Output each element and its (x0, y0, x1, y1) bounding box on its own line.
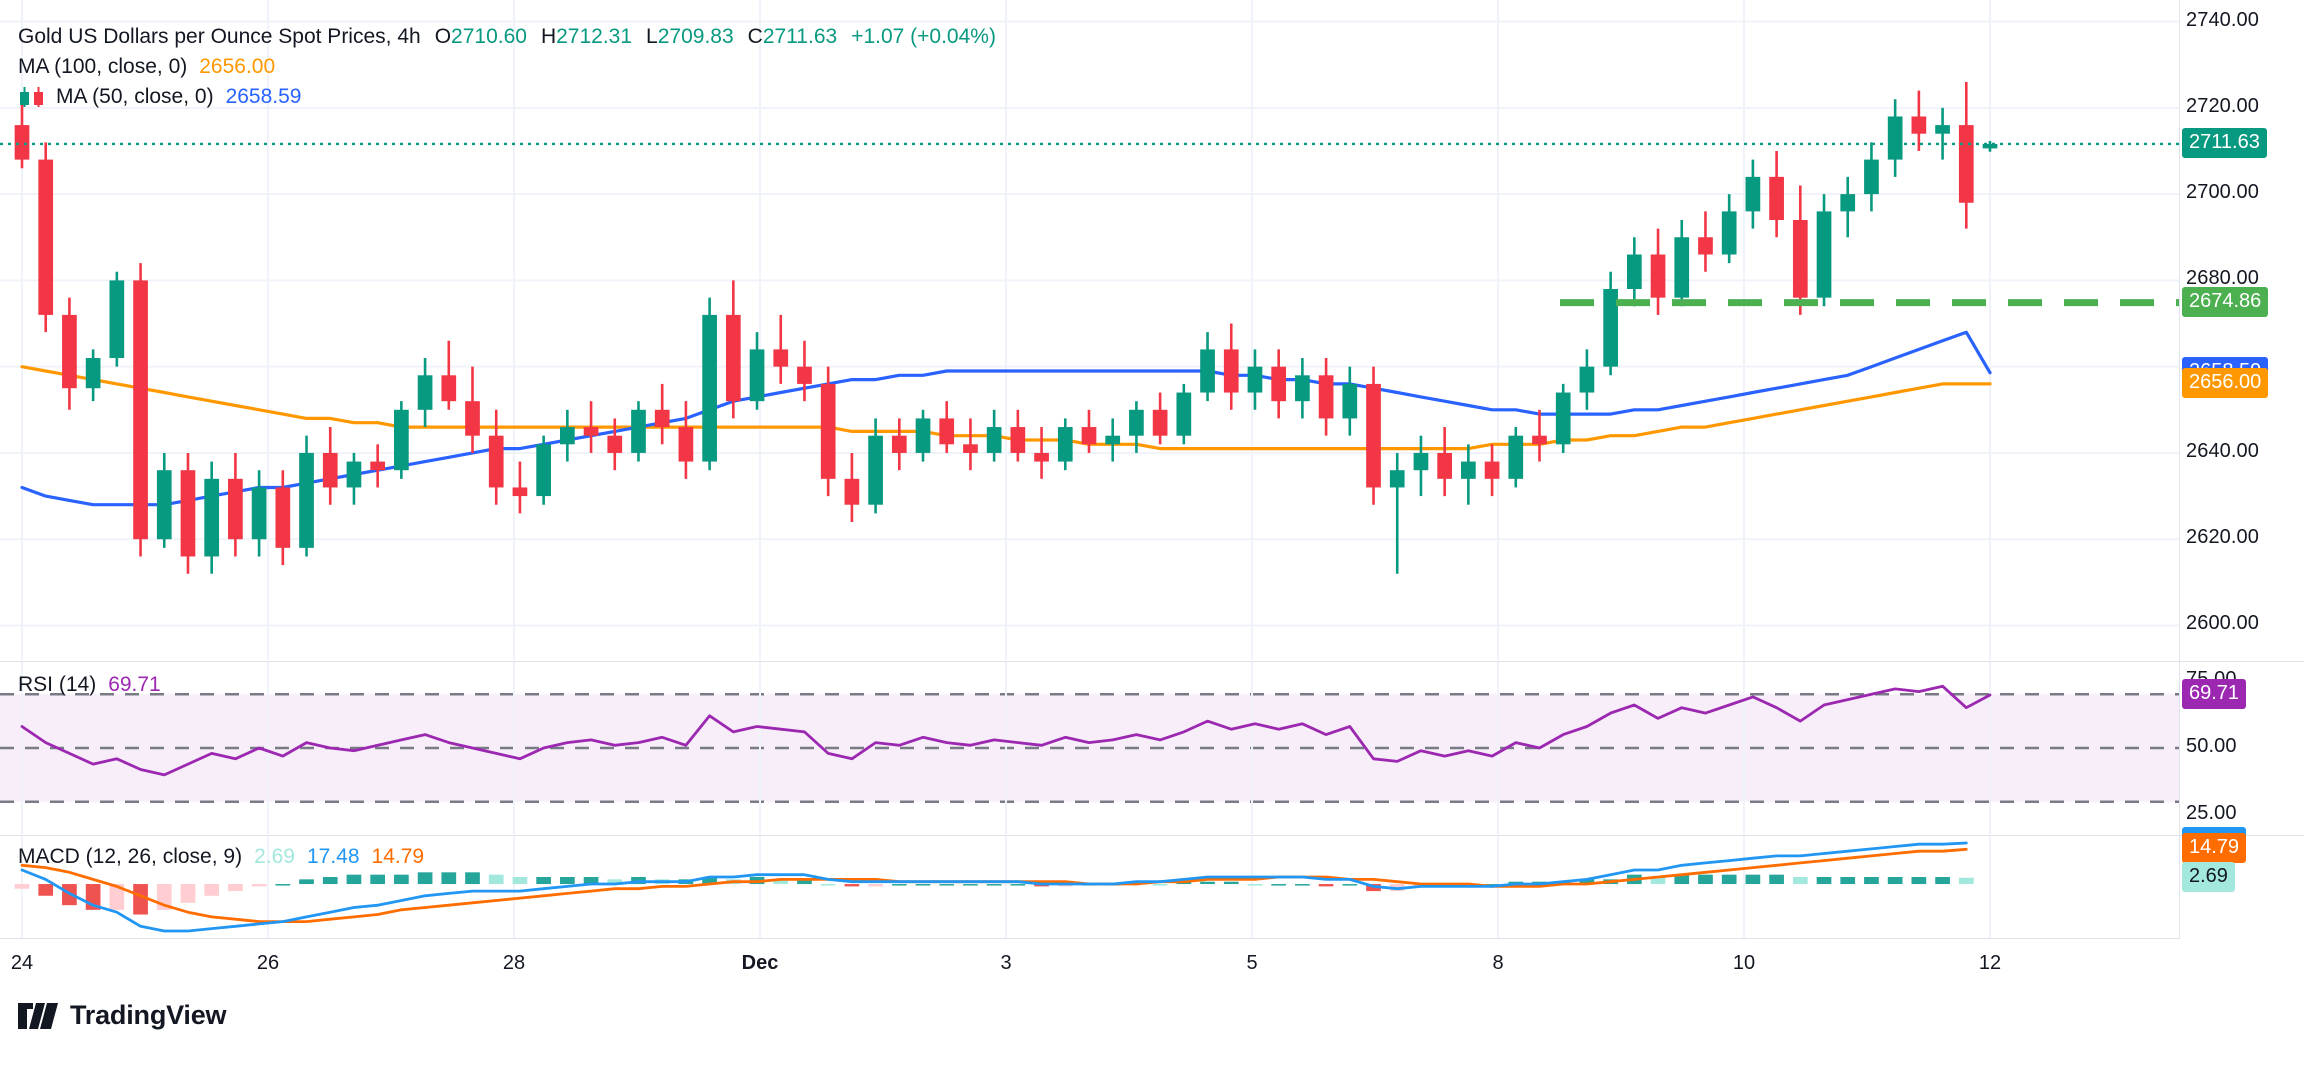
ma100-price-badge[interactable]: 2656.00 (2182, 367, 2269, 398)
tradingview-mark-icon (18, 1002, 58, 1029)
price-pane[interactable]: 2740.002720.002700.002680.002660.002640.… (0, 0, 2304, 660)
ohlc-open: O2710.60 (434, 25, 527, 48)
last-price-badge[interactable]: 2711.63 (2182, 127, 2267, 158)
price-axis[interactable]: 2740.002720.002700.002680.002660.002640.… (2180, 0, 2304, 660)
legend-row-ma50[interactable]: MA (50, close, 0) 2658.59 (18, 82, 996, 112)
macd-signal-value: 14.79 (371, 845, 425, 868)
rsi-legend[interactable]: RSI (14) 69.71 (18, 670, 161, 700)
ma100-label: MA (100, close, 0) (18, 55, 188, 78)
time-axis-line (0, 938, 2180, 939)
time-tick-label: 28 (502, 952, 526, 974)
pane-divider-1 (0, 661, 2304, 662)
legend-row-ma100[interactable]: MA (100, close, 0) 2656.00 (18, 52, 996, 82)
macd-series-svg (14, 836, 1991, 938)
symbol-title: Gold US Dollars per Ounce Spot Prices, 4… (18, 25, 421, 48)
rsi-plot-area[interactable] (0, 662, 2180, 834)
time-tick-label: 10 (1732, 952, 1756, 974)
macd-hist-value: 2.69 (254, 845, 295, 868)
time-tick-label: 3 (1000, 952, 1012, 974)
price-tick-label: 2740.00 (2186, 8, 2259, 31)
price-change: +1.07 (+0.04%) (851, 25, 996, 48)
price-plot-area[interactable] (0, 0, 2180, 660)
price-legend: Gold US Dollars per Ounce Spot Prices, 4… (18, 22, 996, 112)
macd-plot-area[interactable] (0, 836, 2180, 938)
pane-divider-2 (0, 835, 2304, 836)
level-price-badge[interactable]: 2674.86 (2182, 286, 2269, 317)
ohlc-high: H2712.31 (540, 25, 633, 48)
chart-footer: 24 26 28 Dec 3 5 8 10 12 TradingView (0, 938, 2304, 1066)
macd-value-badge[interactable]: 2.69 (2182, 861, 2235, 892)
price-tick-label: 2720.00 (2186, 94, 2259, 117)
macd-line-value: 17.48 (306, 845, 360, 868)
time-axis[interactable]: 24 26 28 Dec 3 5 8 10 12 (0, 938, 2180, 994)
time-tick-label: Dec (741, 952, 779, 974)
rsi-tick-label: 50.00 (2186, 735, 2237, 757)
macd-legend[interactable]: MACD (12, 26, close, 9) 2.69 17.48 14.79 (18, 842, 424, 872)
ohlc-close: C2711.63 (747, 25, 838, 48)
time-tick-label: 8 (1492, 952, 1504, 974)
time-tick-label: 5 (1246, 952, 1258, 974)
ohlc-low: L2709.83 (646, 25, 734, 48)
time-tick-label: 24 (10, 952, 34, 974)
time-tick-label: 26 (256, 952, 280, 974)
axis-separator (2179, 0, 2180, 938)
rsi-tick-label: 25.00 (2186, 802, 2237, 825)
ma100-value: 2656.00 (199, 55, 276, 78)
macd-label: MACD (12, 26, close, 9) (18, 845, 243, 868)
price-tick-label: 2620.00 (2186, 526, 2259, 549)
tradingview-wordmark: TradingView (70, 1000, 227, 1030)
ma50-value: 2658.59 (225, 85, 302, 108)
ma50-label: MA (50, close, 0) (56, 85, 214, 108)
price-tick-label: 2640.00 (2186, 439, 2259, 462)
tradingview-logo[interactable]: TradingView (18, 1000, 227, 1031)
rsi-value-badge[interactable]: 69.71 (2182, 679, 2247, 710)
legend-row-symbol[interactable]: Gold US Dollars per Ounce Spot Prices, 4… (18, 22, 996, 52)
price-series-svg (0, 0, 2180, 660)
time-tick-label: 12 (1978, 952, 2002, 974)
rsi-series-svg (0, 662, 2180, 834)
candle-icon (18, 86, 52, 108)
price-tick-label: 2700.00 (2186, 181, 2259, 204)
rsi-label: RSI (14) (18, 673, 97, 696)
price-tick-label: 2600.00 (2186, 612, 2259, 635)
price-tick-label: 2680.00 (2186, 267, 2259, 290)
macd-value-badge[interactable]: 14.79 (2182, 833, 2247, 864)
rsi-value: 69.71 (108, 673, 161, 696)
